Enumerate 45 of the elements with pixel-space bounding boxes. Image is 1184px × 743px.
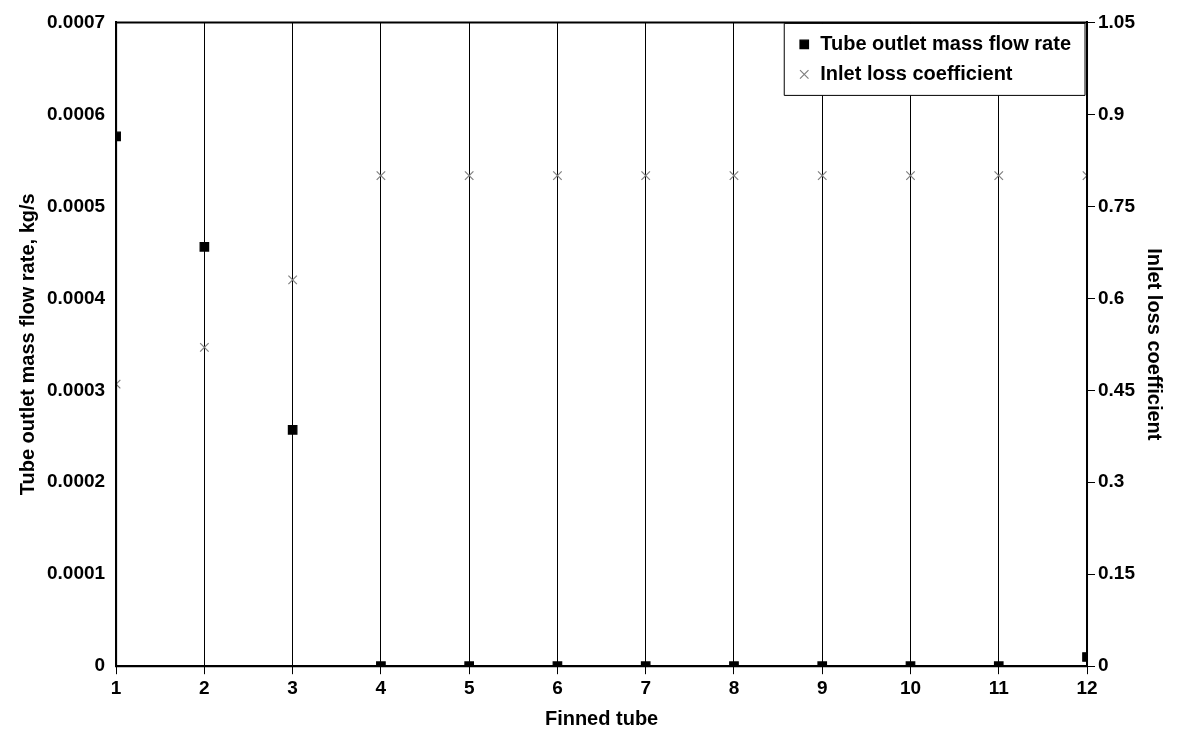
x-tick-label: 9 <box>816 676 828 698</box>
x-tick-label: 8 <box>728 676 740 698</box>
point <box>640 170 651 181</box>
point <box>199 342 210 353</box>
x-tick-label: 10 <box>899 676 922 698</box>
x-tick-label: 6 <box>552 676 563 698</box>
point <box>376 170 386 181</box>
x-tick-label: 11 <box>988 676 1010 698</box>
y-tick-label: 0.0001 <box>46 562 106 584</box>
x-tick-label: 4 <box>375 676 387 698</box>
x-tick-label: 7 <box>640 676 651 698</box>
point <box>287 424 298 435</box>
x-axis-title: Finned tube <box>544 706 659 729</box>
y2-tick-label: 0.3 <box>1098 470 1125 492</box>
point <box>729 170 739 181</box>
y-axis-title: Tube outlet mass flow rate, kg/s <box>15 193 38 496</box>
y-tick-label: 0.0005 <box>46 194 106 216</box>
y-tick-label: 0 <box>94 654 106 676</box>
y2-tick-label: 0 <box>1098 654 1109 676</box>
point <box>817 170 828 181</box>
point <box>905 170 916 181</box>
y2-tick-label: 1.05 <box>1098 10 1136 32</box>
x-tick-label: 5 <box>463 676 475 698</box>
y-tick-label: 0.0002 <box>46 470 106 492</box>
point <box>993 170 1004 181</box>
legend-label: Inlet loss coefficient <box>820 61 1013 84</box>
y-tick-label: 0.0004 <box>46 286 106 308</box>
x-tick-label: 1 <box>110 676 122 698</box>
y2-tick-label: 0.45 <box>1098 378 1136 400</box>
point <box>552 170 563 181</box>
x-tick-label: 3 <box>287 676 298 698</box>
point <box>464 170 475 181</box>
y-tick-label: 0.0006 <box>46 102 106 124</box>
legend-label: Tube outlet mass flow rate <box>820 31 1072 54</box>
y2-tick-label: 0.6 <box>1098 286 1125 308</box>
y2-tick-label: 0.9 <box>1098 102 1125 124</box>
point <box>287 275 298 285</box>
y2-tick-label: 0.15 <box>1098 562 1136 584</box>
point <box>199 241 210 252</box>
y-tick-label: 0.0007 <box>46 10 106 32</box>
x-tick-label: 2 <box>199 676 210 698</box>
x-tick-label: 12 <box>1076 676 1098 698</box>
y2-axis-title: Inlet loss coefficient <box>1144 248 1167 441</box>
y2-tick-label: 0.75 <box>1098 194 1136 216</box>
y-tick-label: 0.0003 <box>46 378 106 400</box>
